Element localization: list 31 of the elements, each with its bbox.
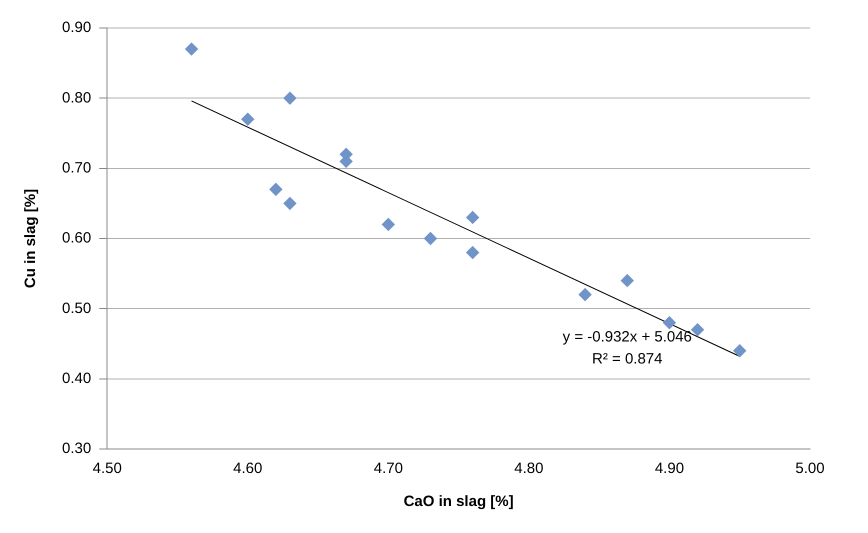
x-tick-label: 4.60 <box>233 460 262 478</box>
x-axis-title: CaO in slag [%] <box>404 493 514 510</box>
point <box>578 288 592 302</box>
point <box>466 210 480 224</box>
y-tick-label: 0.70 <box>62 159 92 176</box>
y-tick-label: 0.50 <box>62 300 92 317</box>
y-tick-label: 0.80 <box>62 89 92 106</box>
x-tick-label: 4.80 <box>514 460 544 478</box>
y-axis-title: Cu in slag [%] <box>22 188 40 288</box>
y-tick-label: 0.60 <box>62 230 92 247</box>
point <box>662 316 676 330</box>
x-tick-label: 4.90 <box>654 460 684 478</box>
point <box>283 92 296 105</box>
point <box>691 323 704 336</box>
x-tick-label: 4.70 <box>374 460 403 478</box>
point <box>185 42 198 56</box>
point <box>382 218 395 231</box>
y-tick-label: 0.30 <box>62 440 92 458</box>
point <box>424 232 437 245</box>
x-tick-label: 5.00 <box>795 460 825 478</box>
point <box>269 182 282 196</box>
point <box>466 246 480 260</box>
point <box>241 112 254 126</box>
point <box>283 196 296 210</box>
annotation: R² = 0.874 <box>592 350 663 368</box>
y-tick-label: 0.90 <box>62 19 92 36</box>
y-tick-label: 0.40 <box>62 370 92 387</box>
annotation: y = -0.932x + 5.046 <box>562 328 692 346</box>
point <box>733 344 746 358</box>
x-tick-label: 4.50 <box>92 460 122 478</box>
point <box>620 274 634 288</box>
